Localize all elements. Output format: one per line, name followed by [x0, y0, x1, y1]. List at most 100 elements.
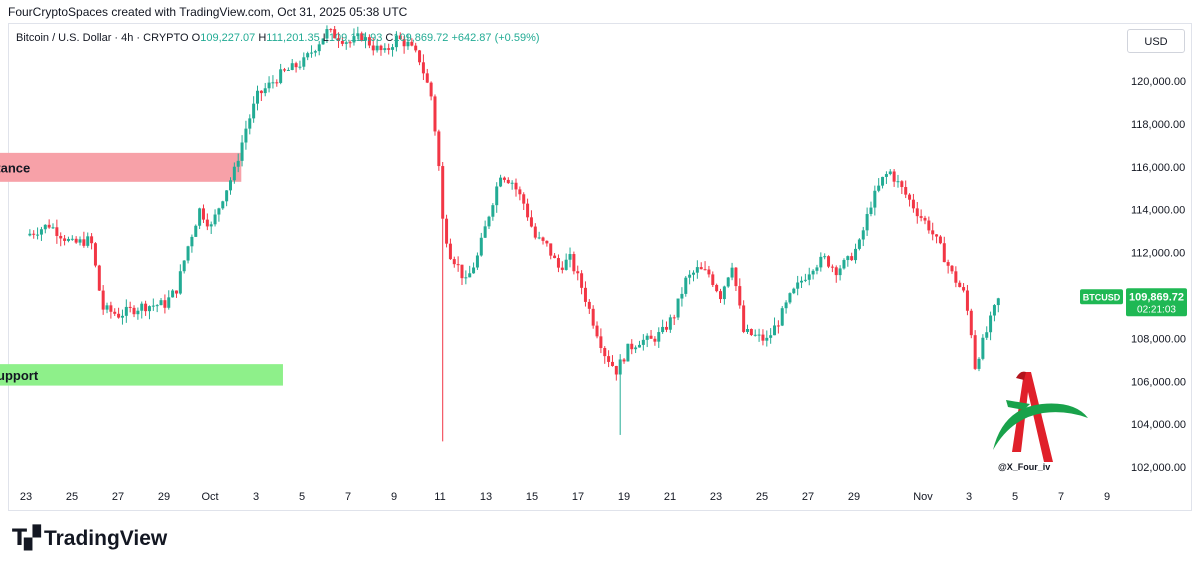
candle — [221, 200, 225, 210]
candle — [560, 261, 564, 274]
candle — [375, 39, 379, 53]
candle — [391, 43, 395, 57]
candle — [333, 25, 337, 39]
candle — [271, 75, 275, 89]
time-axis: 23 25 27 29 Oct 3 5 7 9 11 13 15 17 19 21 23 25 27 29 Nov 3 5… — [20, 491, 1110, 503]
candle — [792, 287, 796, 295]
candle — [147, 305, 151, 320]
candle — [719, 288, 722, 304]
candle — [746, 324, 750, 334]
candle — [626, 343, 630, 362]
candle — [618, 354, 622, 435]
symbol-legend[interactable]: Bitcoin / U.S. Dollar · 4h · CRYPTO O109… — [16, 32, 540, 44]
candle — [337, 32, 341, 48]
candle — [410, 38, 414, 47]
candle — [499, 174, 503, 188]
candle — [387, 43, 391, 55]
candle — [580, 270, 584, 295]
candle — [32, 230, 36, 239]
candle — [769, 328, 773, 344]
candle — [857, 238, 861, 251]
candle — [761, 329, 765, 346]
time-tick-label: Nov — [913, 491, 933, 503]
time-tick-label: 29 — [158, 491, 170, 503]
price-tick-label: 106,000.00 — [1131, 376, 1186, 388]
candle — [888, 169, 892, 176]
candle — [136, 307, 140, 320]
candle — [491, 203, 495, 221]
support-label: Support — [0, 368, 39, 383]
candle — [553, 253, 557, 259]
candle — [313, 49, 317, 57]
candle — [201, 204, 205, 223]
candle — [973, 330, 977, 371]
candle — [726, 276, 730, 288]
resistance-label: Resistance — [0, 160, 30, 175]
candle — [364, 32, 368, 49]
price-tick-label: 118,000.00 — [1131, 119, 1185, 131]
candle — [977, 357, 981, 372]
candle — [634, 345, 638, 354]
candle — [576, 265, 580, 281]
candle — [962, 283, 966, 293]
candle — [637, 340, 641, 348]
candle — [823, 253, 827, 260]
candle — [151, 298, 155, 311]
candle — [213, 209, 217, 227]
candle — [923, 215, 927, 225]
symbol-name[interactable]: Bitcoin / U.S. Dollar · 4h · CRYPTO — [16, 32, 189, 44]
candle — [425, 68, 429, 84]
candle — [406, 34, 410, 50]
candle — [630, 339, 634, 355]
time-tick-label: 7 — [345, 491, 351, 503]
candle — [452, 256, 456, 268]
candle — [356, 26, 360, 40]
candle — [317, 41, 321, 56]
candle — [749, 328, 753, 337]
candle — [734, 267, 738, 292]
high-label: H — [258, 32, 267, 44]
candle — [182, 260, 186, 274]
resistance-zone[interactable] — [0, 152, 242, 182]
price-axis: 120,000.00 118,000.00 116,000.00 114,000.00… — [1080, 76, 1187, 474]
candle — [595, 321, 599, 339]
candle — [448, 238, 452, 260]
candle — [691, 270, 695, 282]
candle — [846, 255, 850, 267]
low-label: L — [322, 32, 329, 44]
price-label-value: 109,869.72 — [1129, 291, 1184, 303]
candle — [556, 254, 560, 273]
candle — [244, 120, 248, 150]
candle — [707, 265, 711, 278]
time-tick-label: 27 — [112, 491, 124, 503]
time-tick-label: 5 — [1012, 491, 1018, 503]
price-tick-label: 102,000.00 — [1131, 462, 1186, 474]
candle — [371, 38, 375, 56]
tradingview-brand[interactable]: T▞ TradingView — [12, 526, 167, 551]
candle — [298, 60, 302, 70]
candle — [742, 300, 746, 334]
candle — [703, 261, 707, 271]
chart-pane[interactable] — [8, 23, 1192, 511]
candle — [908, 193, 912, 207]
candle — [132, 305, 136, 318]
candle — [807, 267, 811, 286]
candle — [275, 79, 279, 87]
candle — [664, 321, 668, 333]
candle — [39, 226, 43, 241]
candle — [267, 76, 271, 93]
time-tick-label: 3 — [966, 491, 972, 503]
candle — [340, 36, 344, 47]
candle — [348, 40, 352, 48]
candle — [587, 299, 591, 314]
time-tick-label: 25 — [66, 491, 78, 503]
candle — [302, 52, 306, 70]
candle — [803, 273, 807, 283]
currency-selector[interactable]: USD — [1127, 29, 1185, 53]
candle — [475, 252, 479, 270]
support-zone[interactable] — [0, 364, 283, 386]
price-tick-label: 112,000.00 — [1131, 248, 1185, 260]
candle — [167, 290, 171, 310]
